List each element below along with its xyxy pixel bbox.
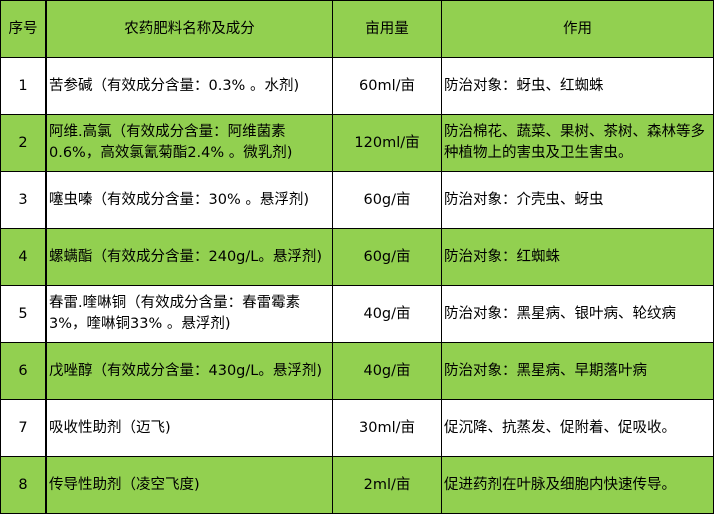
effect: 防治对象：黑星病、早期落叶病 (441, 342, 714, 400)
effect: 防治棉花、蔬菜、果树、茶树、森林等多种植物上的害虫及卫生害虫。 (441, 114, 714, 172)
table-row: 4 螺螨酯（有效成分含量：240g/L。悬浮剂) 60g/亩 防治对象：红蜘蛛 (0, 228, 714, 286)
header-name: 农药肥料名称及成分 (45, 0, 333, 58)
dose-per-mu: 60g/亩 (332, 171, 442, 229)
table-row: 7 吸收性助剂（迈飞) 30ml/亩 促沉降、抗蒸发、促附着、促吸收。 (0, 399, 714, 457)
dose-per-mu: 40g/亩 (332, 342, 442, 400)
product-name: 阿维.高氯（有效成分含量：阿维菌素0.6%，高效氯氰菊酯2.4% 。微乳剂) (45, 114, 333, 172)
table-row: 2 阿维.高氯（有效成分含量：阿维菌素0.6%，高效氯氰菊酯2.4% 。微乳剂) 1… (0, 114, 714, 172)
product-name: 春雷.喹啉铜（有效成分含量：春雷霉素3%，喹啉铜33% 。悬浮剂) (45, 285, 333, 343)
row-number: 7 (0, 399, 47, 457)
product-name: 戊唑醇（有效成分含量：430g/L。悬浮剂) (45, 342, 333, 400)
effect: 促沉降、抗蒸发、促附着、促吸收。 (441, 399, 714, 457)
header-no: 序号 (0, 0, 47, 58)
table-row: 3 噻虫嗪（有效成分含量：30% 。悬浮剂) 60g/亩 防治对象：介壳虫、蚜虫 (0, 171, 714, 229)
row-number: 1 (0, 57, 47, 115)
product-name: 噻虫嗪（有效成分含量：30% 。悬浮剂) (45, 171, 333, 229)
effect: 防治对象：介壳虫、蚜虫 (441, 171, 714, 229)
effect: 防治对象：红蜘蛛 (441, 228, 714, 286)
dose-per-mu: 60g/亩 (332, 228, 442, 286)
dose-per-mu: 60ml/亩 (332, 57, 442, 115)
row-number: 8 (0, 456, 47, 514)
table-row: 8 传导性助剂（凌空飞度) 2ml/亩 促进药剂在叶脉及细胞内快速传导。 (0, 456, 714, 514)
table-row: 1 苦参碱（有效成分含量：0.3% 。水剂) 60ml/亩 防治对象：蚜虫、红蜘蛛 (0, 57, 714, 115)
product-name: 苦参碱（有效成分含量：0.3% 。水剂) (45, 57, 333, 115)
row-number: 3 (0, 171, 47, 229)
dose-per-mu: 2ml/亩 (332, 456, 442, 514)
dose-per-mu: 30ml/亩 (332, 399, 442, 457)
row-number: 4 (0, 228, 47, 286)
row-number: 5 (0, 285, 47, 343)
row-number: 6 (0, 342, 47, 400)
product-name: 螺螨酯（有效成分含量：240g/L。悬浮剂) (45, 228, 333, 286)
header-row: 序号 农药肥料名称及成分 亩用量 作用 (0, 0, 714, 58)
product-name: 吸收性助剂（迈飞) (45, 399, 333, 457)
dose-per-mu: 120ml/亩 (332, 114, 442, 172)
product-name: 传导性助剂（凌空飞度) (45, 456, 333, 514)
table-row: 6 戊唑醇（有效成分含量：430g/L。悬浮剂) 40g/亩 防治对象：黑星病、早期落… (0, 342, 714, 400)
effect: 防治对象：蚜虫、红蜘蛛 (441, 57, 714, 115)
row-number: 2 (0, 114, 47, 172)
table-row: 5 春雷.喹啉铜（有效成分含量：春雷霉素3%，喹啉铜33% 。悬浮剂) 40g/亩防… (0, 285, 714, 343)
effect: 防治对象：黑星病、银叶病、轮纹病 (441, 285, 714, 343)
effect: 促进药剂在叶脉及细胞内快速传导。 (441, 456, 714, 514)
dose-per-mu: 40g/亩 (332, 285, 442, 343)
header-dose: 亩用量 (332, 0, 442, 58)
header-effect: 作用 (441, 0, 714, 58)
